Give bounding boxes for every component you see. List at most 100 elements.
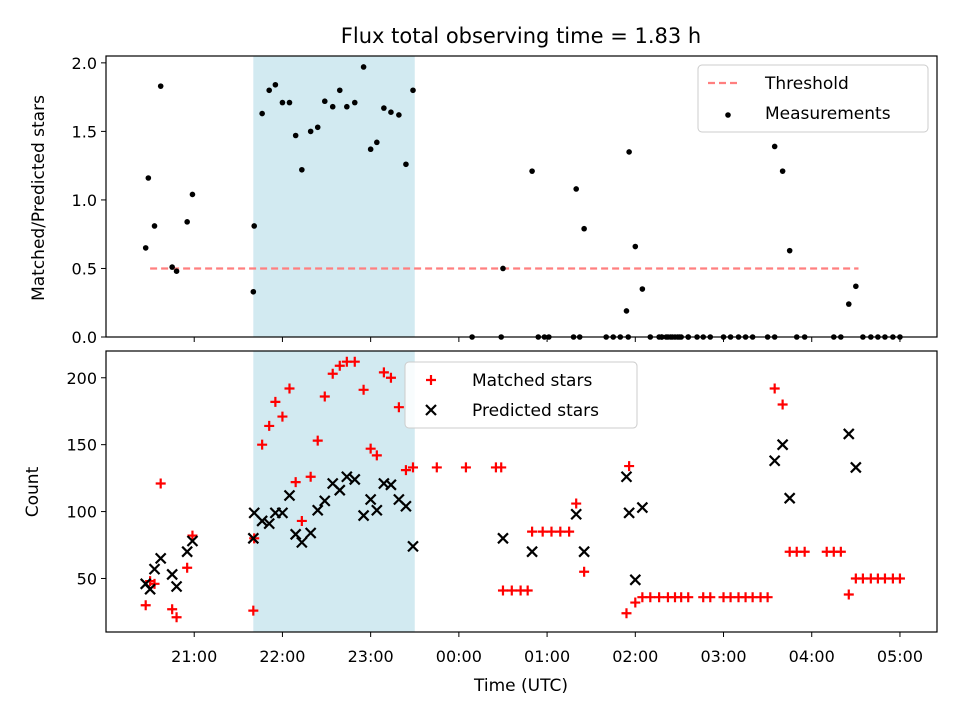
y-tick-label: 0.0 bbox=[72, 328, 97, 347]
matched-stars-point bbox=[506, 585, 517, 596]
matched-stars-point bbox=[645, 592, 656, 603]
predicted-stars-point bbox=[371, 504, 383, 517]
predicted-stars-point bbox=[333, 484, 346, 496]
matched-stars-point bbox=[334, 360, 345, 371]
measurement-point bbox=[336, 87, 343, 94]
y-tick-label: 150 bbox=[66, 436, 97, 455]
predicted-stars-point bbox=[776, 438, 789, 451]
matched-stars-point bbox=[835, 546, 846, 557]
matched-stars-point bbox=[654, 592, 665, 603]
matched-stars-point bbox=[624, 461, 635, 472]
top-panel: 0.0 0.5 1.0 1.5 2.0 Threshold Measurements bbox=[72, 54, 938, 347]
measurement-point bbox=[307, 128, 314, 135]
matched-stars-point bbox=[579, 566, 590, 577]
measurement-point bbox=[299, 166, 305, 173]
shaded-span bbox=[253, 56, 415, 337]
bottom-y-axis-label: Count bbox=[23, 466, 43, 517]
predicted-stars-point bbox=[578, 545, 590, 558]
x-tick-label: 01:00 bbox=[524, 647, 570, 666]
x-tick-label: 05:00 bbox=[877, 647, 923, 666]
matched-stars-point bbox=[358, 384, 369, 395]
matched-stars-point bbox=[155, 478, 166, 489]
predicted-stars-point bbox=[348, 473, 361, 486]
matched-stars-point bbox=[327, 368, 338, 379]
measurement-point bbox=[360, 64, 367, 70]
legend-box bbox=[697, 64, 929, 133]
predicted-stars-point bbox=[154, 552, 167, 565]
measurement-point bbox=[321, 98, 328, 105]
measurement-point bbox=[266, 87, 273, 94]
measurement-point bbox=[632, 243, 639, 250]
predicted-stars-point bbox=[170, 580, 183, 593]
predicted-stars-point bbox=[256, 515, 268, 527]
measurement-point bbox=[374, 139, 380, 146]
matched-stars-point bbox=[431, 462, 442, 473]
predicted-stars-point bbox=[318, 495, 331, 507]
matched-stars-point bbox=[296, 515, 307, 526]
matched-stars-point bbox=[349, 356, 360, 367]
measurement-point bbox=[396, 112, 402, 118]
predicted-stars-point bbox=[623, 507, 635, 519]
legend-label: Matched stars bbox=[472, 371, 592, 391]
legend-label: Threshold bbox=[764, 74, 849, 94]
predicted-stars-point bbox=[620, 471, 633, 483]
matched-stars-point bbox=[182, 562, 193, 573]
measurement-point bbox=[173, 268, 180, 275]
predicted-stars-point bbox=[768, 454, 781, 467]
legend: Threshold Measurements bbox=[697, 64, 929, 133]
y-tick-label: 200 bbox=[66, 369, 97, 388]
matched-stars-point bbox=[571, 498, 582, 509]
legend-matched-swatch bbox=[426, 375, 436, 385]
matched-stars-point bbox=[630, 597, 641, 608]
x-tick-label: 21:00 bbox=[171, 647, 217, 666]
x-tick-label: 22:00 bbox=[259, 647, 305, 666]
predicted-stars-point bbox=[144, 583, 156, 595]
predicted-stars-point bbox=[304, 527, 317, 539]
matched-stars-point bbox=[393, 402, 404, 413]
predicted-stars-point bbox=[843, 428, 855, 440]
matched-stars-point bbox=[270, 396, 281, 407]
matched-stars-point bbox=[621, 608, 632, 619]
matched-stars-point bbox=[527, 526, 538, 537]
legend: Matched stars Predicted stars bbox=[404, 361, 638, 429]
measurement-point bbox=[388, 109, 394, 115]
measurement-point bbox=[286, 99, 293, 106]
measurement-point bbox=[189, 191, 196, 198]
matched-stars-point bbox=[799, 546, 810, 557]
matched-stars-point bbox=[312, 435, 323, 446]
legend-label: Predicted stars bbox=[472, 401, 599, 421]
measurement-point bbox=[381, 105, 387, 111]
matched-stars-point bbox=[290, 477, 301, 488]
measurement-point bbox=[157, 83, 164, 89]
predicted-stars-point bbox=[526, 545, 538, 558]
predicted-stars-point bbox=[289, 528, 302, 541]
axes-frame bbox=[105, 55, 938, 338]
measurement-point bbox=[367, 146, 374, 153]
predicted-stars-point bbox=[283, 489, 296, 502]
predicted-stars-point bbox=[341, 471, 353, 483]
predicted-stars-point bbox=[181, 545, 193, 558]
predicted-stars-point bbox=[385, 479, 397, 491]
measurement-point bbox=[344, 103, 350, 110]
measurement-point bbox=[573, 186, 579, 192]
measurement-point bbox=[292, 132, 299, 139]
chart-title: Flux total observing time = 1.83 h bbox=[341, 24, 701, 48]
measurement-point bbox=[259, 110, 265, 117]
measurement-point bbox=[169, 264, 175, 270]
measurement-point bbox=[623, 308, 630, 314]
measurement-point bbox=[626, 149, 632, 155]
y-tick-label: 2.0 bbox=[72, 54, 97, 73]
matched-stars-point bbox=[769, 383, 780, 394]
predicted-stars-point bbox=[247, 532, 260, 545]
matched-stars-point bbox=[187, 530, 198, 541]
x-tick-label: 04:00 bbox=[789, 647, 835, 666]
matched-stars-point bbox=[894, 573, 905, 584]
matched-stars-point bbox=[167, 604, 178, 615]
y-tick-label: 0.5 bbox=[72, 259, 97, 278]
matched-stars-point bbox=[264, 420, 275, 431]
measurement-point bbox=[184, 219, 190, 225]
measurement-point bbox=[403, 161, 409, 168]
x-tick-label: 02:00 bbox=[612, 647, 658, 666]
matched-stars-point bbox=[843, 589, 854, 600]
